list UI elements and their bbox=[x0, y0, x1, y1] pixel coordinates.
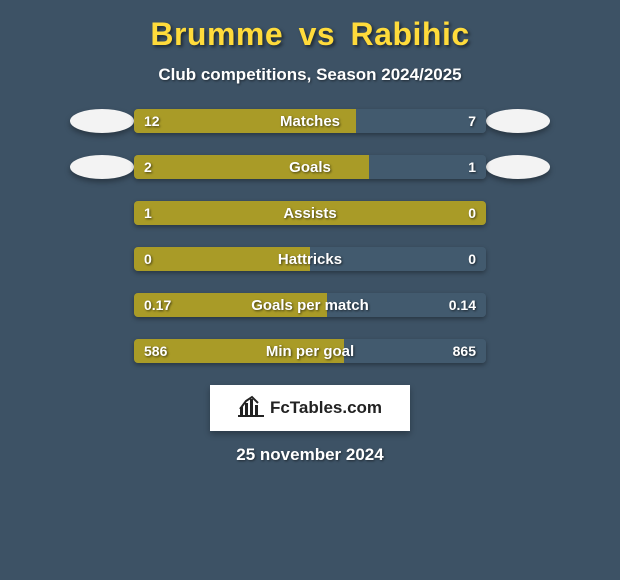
logo-text: FcTables.com bbox=[270, 398, 382, 418]
stats-container: 127Matches 21Goals 10Assists 00Hattricks 0.1… bbox=[70, 109, 550, 363]
subtitle: Club competitions, Season 2024/2025 bbox=[0, 65, 620, 85]
logo-box: FcTables.com bbox=[210, 385, 410, 431]
stat-bar: 586865Min per goal bbox=[134, 339, 486, 363]
stat-bar: 127Matches bbox=[134, 109, 486, 133]
stat-bar: 21Goals bbox=[134, 155, 486, 179]
stat-bar: 0.170.14Goals per match bbox=[134, 293, 486, 317]
badge-col-left bbox=[70, 109, 134, 133]
stat-label: Min per goal bbox=[134, 339, 486, 363]
stat-row: 10Assists bbox=[70, 201, 550, 225]
chart-icon bbox=[238, 395, 264, 422]
player2-badge bbox=[486, 109, 550, 133]
stat-row: 127Matches bbox=[70, 109, 550, 133]
stat-row: 586865Min per goal bbox=[70, 339, 550, 363]
stat-row: 21Goals bbox=[70, 155, 550, 179]
vs-label: vs bbox=[299, 16, 336, 52]
stat-row: 00Hattricks bbox=[70, 247, 550, 271]
player2-name: Rabihic bbox=[351, 16, 470, 52]
stat-label: Goals per match bbox=[134, 293, 486, 317]
player1-badge bbox=[70, 155, 134, 179]
badge-col-right bbox=[486, 109, 550, 133]
badge-col-right bbox=[486, 155, 550, 179]
stat-row: 0.170.14Goals per match bbox=[70, 293, 550, 317]
stat-label: Goals bbox=[134, 155, 486, 179]
page-title: Brumme vs Rabihic bbox=[0, 16, 620, 53]
player1-name: Brumme bbox=[150, 16, 283, 52]
stat-label: Matches bbox=[134, 109, 486, 133]
comparison-card: Brumme vs Rabihic Club competitions, Sea… bbox=[0, 0, 620, 580]
stat-bar: 10Assists bbox=[134, 201, 486, 225]
player2-badge bbox=[486, 155, 550, 179]
date-label: 25 november 2024 bbox=[0, 445, 620, 465]
stat-bar: 00Hattricks bbox=[134, 247, 486, 271]
stat-label: Hattricks bbox=[134, 247, 486, 271]
badge-col-left bbox=[70, 155, 134, 179]
player1-badge bbox=[70, 109, 134, 133]
stat-label: Assists bbox=[134, 201, 486, 225]
